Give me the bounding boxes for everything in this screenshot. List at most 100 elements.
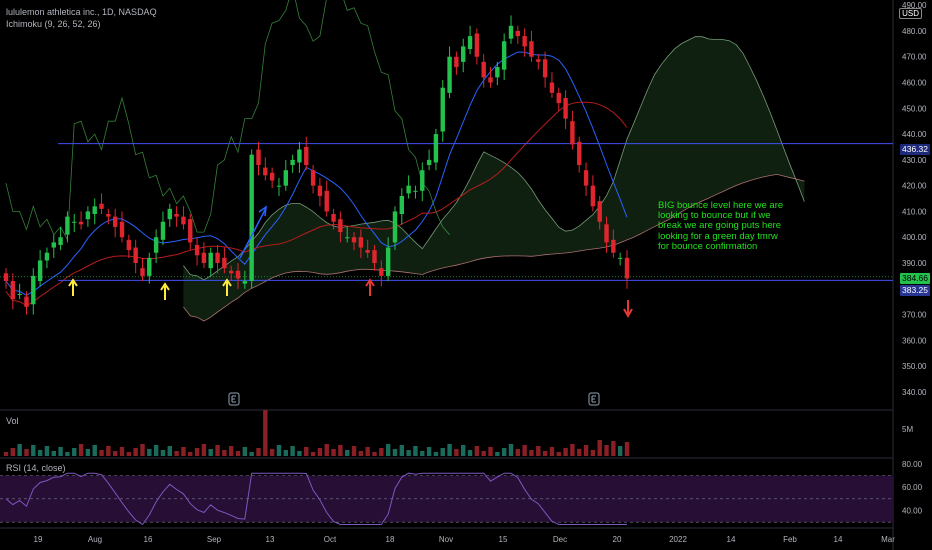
volume-bar[interactable] xyxy=(222,450,227,456)
volume-bar[interactable] xyxy=(310,452,316,456)
volume-bar[interactable] xyxy=(624,442,630,456)
volume-bar[interactable] xyxy=(201,444,207,456)
candle[interactable] xyxy=(249,154,254,282)
volume-bar[interactable] xyxy=(140,444,145,456)
volume-bar[interactable] xyxy=(563,448,568,456)
candle[interactable] xyxy=(140,268,145,276)
candle[interactable] xyxy=(235,270,241,279)
volume-pane-label[interactable]: Vol xyxy=(6,416,19,426)
volume-bar[interactable] xyxy=(44,446,50,456)
candle[interactable] xyxy=(24,296,29,307)
volume-bar[interactable] xyxy=(269,449,275,456)
volume-bar[interactable] xyxy=(276,445,282,456)
candle[interactable] xyxy=(256,149,261,166)
volume-bar[interactable] xyxy=(399,445,405,456)
candle[interactable] xyxy=(208,252,213,269)
candle[interactable] xyxy=(461,46,466,62)
volume-bar[interactable] xyxy=(365,447,370,456)
volume-bar[interactable] xyxy=(358,451,364,456)
candle[interactable] xyxy=(433,134,439,163)
volume-bar[interactable] xyxy=(461,445,466,456)
tenkan-line[interactable] xyxy=(5,51,628,296)
volume-bar[interactable] xyxy=(37,450,43,456)
volume-bar[interactable] xyxy=(426,447,432,456)
volume-bar[interactable] xyxy=(65,452,70,456)
volume-bar[interactable] xyxy=(447,444,452,456)
volume-bar[interactable] xyxy=(577,449,582,456)
legend-ichimoku[interactable]: Ichimoku (9, 26, 52, 26) xyxy=(6,19,101,29)
candle[interactable] xyxy=(324,190,329,212)
volume-bar[interactable] xyxy=(119,447,125,456)
volume-bar[interactable] xyxy=(379,448,384,456)
candle[interactable] xyxy=(126,239,132,251)
volume-bar[interactable] xyxy=(85,449,91,456)
volume-bar[interactable] xyxy=(58,447,63,456)
legend-symbol[interactable]: lululemon athletica inc., 1D, NASDAQ xyxy=(6,7,157,17)
volume-bar[interactable] xyxy=(31,445,36,456)
volume-bar[interactable] xyxy=(256,448,261,456)
volume-bar[interactable] xyxy=(345,450,350,456)
volume-bar[interactable] xyxy=(153,445,159,456)
candle[interactable] xyxy=(72,221,77,223)
volume-bar[interactable] xyxy=(338,445,343,456)
candle[interactable] xyxy=(99,203,104,209)
trend-arrow[interactable] xyxy=(239,207,267,259)
volume-bar[interactable] xyxy=(611,441,616,456)
candle[interactable] xyxy=(542,59,548,78)
volume-bar[interactable] xyxy=(495,452,500,456)
candle[interactable] xyxy=(112,216,118,227)
candle[interactable] xyxy=(420,170,425,191)
volume-bar[interactable] xyxy=(604,445,609,456)
volume-bar[interactable] xyxy=(188,452,193,456)
volume-bar[interactable] xyxy=(99,450,104,456)
volume-bar[interactable] xyxy=(440,448,445,456)
volume-bar[interactable] xyxy=(406,450,411,456)
candle[interactable] xyxy=(426,159,432,166)
volume-bar[interactable] xyxy=(392,449,398,456)
volume-bar[interactable] xyxy=(208,449,213,456)
volume-bar[interactable] xyxy=(590,450,596,456)
volume-bar[interactable] xyxy=(385,444,391,456)
candle[interactable] xyxy=(51,242,56,248)
candle[interactable] xyxy=(536,59,541,62)
candle[interactable] xyxy=(583,170,589,186)
candle[interactable] xyxy=(331,214,336,222)
volume-bar[interactable] xyxy=(283,450,288,456)
candle[interactable] xyxy=(310,170,316,186)
volume-bar[interactable] xyxy=(474,446,480,456)
candle[interactable] xyxy=(379,268,384,276)
candle[interactable] xyxy=(563,97,568,119)
candle[interactable] xyxy=(385,247,391,276)
earnings-marker[interactable] xyxy=(228,392,240,406)
volume-bar[interactable] xyxy=(167,446,172,456)
volume-bar[interactable] xyxy=(263,410,268,456)
candle[interactable] xyxy=(611,239,616,253)
volume-bar[interactable] xyxy=(351,446,357,456)
candle[interactable] xyxy=(160,221,166,240)
volume-bar[interactable] xyxy=(508,444,514,456)
volume-bar[interactable] xyxy=(372,452,377,456)
candle[interactable] xyxy=(501,41,507,70)
candle[interactable] xyxy=(358,237,364,248)
candle[interactable] xyxy=(481,61,486,78)
volume-bar[interactable] xyxy=(481,451,486,456)
volume-bar[interactable] xyxy=(160,450,166,456)
candle[interactable] xyxy=(85,211,91,220)
candle[interactable] xyxy=(283,170,288,186)
candle[interactable] xyxy=(345,237,350,239)
volume-bar[interactable] xyxy=(290,446,295,456)
candle[interactable] xyxy=(215,252,220,264)
earnings-marker[interactable] xyxy=(588,392,600,406)
candle[interactable] xyxy=(454,56,459,68)
volume-bar[interactable] xyxy=(147,449,152,456)
volume-bar[interactable] xyxy=(133,448,138,456)
volume-bar[interactable] xyxy=(126,452,132,456)
volume-bar[interactable] xyxy=(570,444,575,456)
volume-bar[interactable] xyxy=(106,446,111,456)
volume-bar[interactable] xyxy=(112,451,118,456)
candle[interactable] xyxy=(92,206,97,215)
candle[interactable] xyxy=(10,281,16,300)
volume-bar[interactable] xyxy=(324,444,329,456)
candle[interactable] xyxy=(522,36,527,47)
volume-bar[interactable] xyxy=(549,447,555,456)
